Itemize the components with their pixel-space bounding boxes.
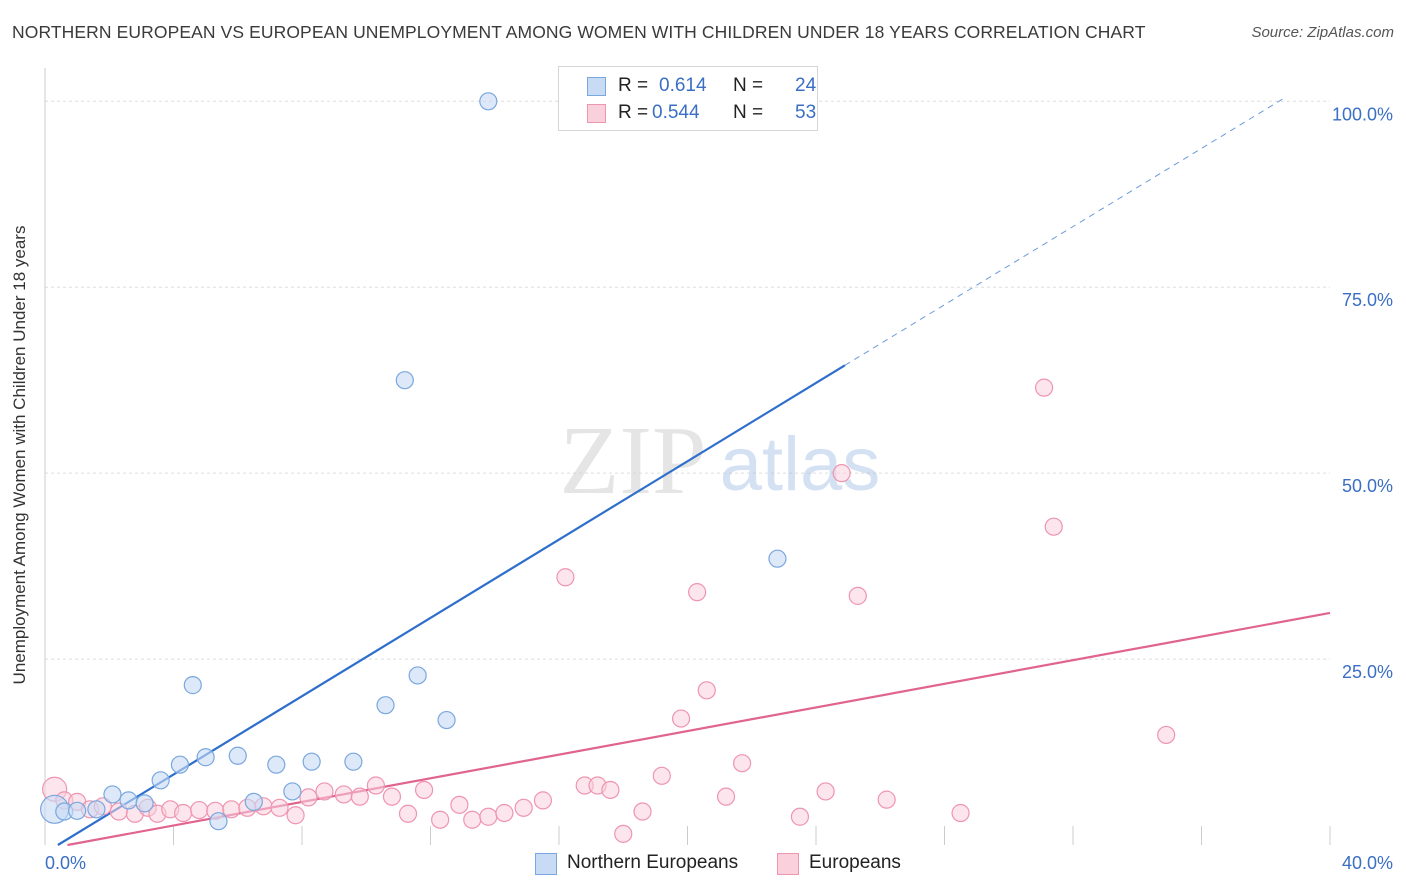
correlation-legend: R = 0.614 N = 24 R = 0.544 N = 53	[558, 66, 818, 131]
axes	[44, 68, 1331, 845]
europeans-point	[398, 804, 418, 823]
northern-europeans-point	[170, 755, 190, 774]
europeans-point	[450, 795, 469, 814]
europeans-point	[414, 780, 434, 800]
northern-europeans-point	[302, 752, 321, 771]
europeans-point	[479, 807, 498, 826]
watermark-atlas: atlas	[720, 422, 881, 507]
europeans-point	[1157, 725, 1176, 745]
europeans-point	[533, 791, 553, 810]
northern-europeans-point	[267, 755, 286, 774]
europeans-point	[514, 798, 533, 817]
northern-europeans-trend-extension	[844, 97, 1286, 366]
europeans-point	[495, 803, 514, 823]
europeans-point	[556, 568, 575, 587]
europeans-point	[832, 464, 851, 483]
legend-r-label: R =	[618, 102, 649, 123]
europeans-point	[688, 583, 707, 602]
europeans-label: Europeans	[809, 852, 901, 873]
northern-europeans-trend-line	[57, 364, 846, 846]
northern-europeans-point	[228, 746, 247, 765]
legend-n-label: N =	[733, 102, 764, 123]
europeans-point	[816, 782, 835, 801]
x-tick-label-min: 0.0%	[45, 853, 86, 873]
northern-europeans-point	[344, 752, 363, 771]
northern-europeans-points	[40, 92, 787, 831]
northern-europeans-point	[244, 792, 263, 811]
chart-title: NORTHERN EUROPEAN VS EUROPEAN UNEMPLOYME…	[12, 22, 1146, 42]
watermark: ZIP atlas	[560, 407, 881, 515]
europeans-point	[382, 787, 402, 806]
europeans-point	[1044, 517, 1063, 536]
europeans-point	[366, 776, 385, 795]
northern-swatch	[587, 77, 606, 96]
europeans-point	[848, 586, 867, 605]
europeans-point	[299, 788, 318, 807]
northern-europeans-point	[87, 800, 106, 819]
northern-europeans-swatch	[535, 853, 557, 875]
northern-europeans-point	[479, 92, 498, 111]
europeans-point	[790, 807, 810, 826]
europeans-point	[1034, 378, 1054, 397]
y-tick-label: 25.0%	[1342, 662, 1393, 682]
europeans-swatch	[777, 853, 799, 875]
northern-europeans-point	[768, 549, 787, 568]
northern-europeans-point	[395, 371, 414, 390]
europeans-point	[733, 754, 752, 773]
y-tick-label: 100.0%	[1332, 104, 1393, 124]
europeans-point	[431, 810, 450, 829]
legend-r-label: R =	[618, 75, 649, 96]
europeans-point	[614, 824, 633, 843]
europeans-point	[286, 806, 305, 825]
northern-europeans-point	[376, 696, 395, 715]
x-tick-label-max: 40.0%	[1342, 853, 1393, 873]
northern-europeans-point	[283, 782, 302, 801]
europeans-r-value: 0.544	[652, 102, 700, 123]
europeans-point	[190, 800, 209, 820]
europeans-point	[350, 787, 369, 806]
europeans-point	[334, 785, 353, 804]
northern-europeans-point	[68, 801, 87, 820]
europeans-point	[463, 810, 482, 829]
northern-europeans-label: Northern Europeans	[567, 852, 739, 873]
europeans-swatch	[587, 104, 606, 123]
legend-n-label: N =	[733, 75, 764, 96]
europeans-point	[222, 800, 241, 819]
northern-europeans-point	[183, 676, 202, 695]
northern-europeans-point	[408, 666, 427, 685]
europeans-point	[652, 766, 671, 785]
europeans-point	[671, 709, 691, 728]
northern-n-value: 24	[795, 75, 817, 96]
northern-europeans-point	[437, 710, 456, 730]
northern-europeans-point	[135, 794, 154, 813]
europeans-point	[633, 802, 652, 821]
europeans-point	[697, 681, 716, 700]
northern-europeans-point	[103, 785, 122, 804]
northern-europeans-point	[209, 812, 228, 831]
europeans-point	[716, 787, 736, 806]
northern-europeans-point	[151, 771, 170, 790]
europeans-point	[174, 803, 193, 823]
northern-europeans-point	[196, 748, 215, 767]
europeans-point	[270, 798, 289, 817]
europeans-point	[877, 790, 896, 809]
watermark-zip: ZIP	[560, 407, 707, 515]
y-tick-label: 75.0%	[1342, 290, 1393, 310]
europeans-point	[315, 782, 334, 801]
northern-europeans-point	[119, 791, 138, 810]
europeans-point	[951, 803, 970, 823]
northern-r-value: 0.614	[659, 75, 707, 96]
europeans-point	[601, 780, 620, 800]
y-tick-label: 50.0%	[1342, 476, 1393, 496]
gridlines	[45, 100, 1330, 660]
y-axis-label: Unemployment Among Women with Children U…	[10, 225, 29, 685]
tick-labels: 25.0% 50.0% 75.0% 100.0% 0.0% 40.0%	[45, 104, 1393, 873]
europeans-n-value: 53	[795, 102, 817, 123]
source-credit: Source: ZipAtlas.com	[1251, 24, 1394, 41]
